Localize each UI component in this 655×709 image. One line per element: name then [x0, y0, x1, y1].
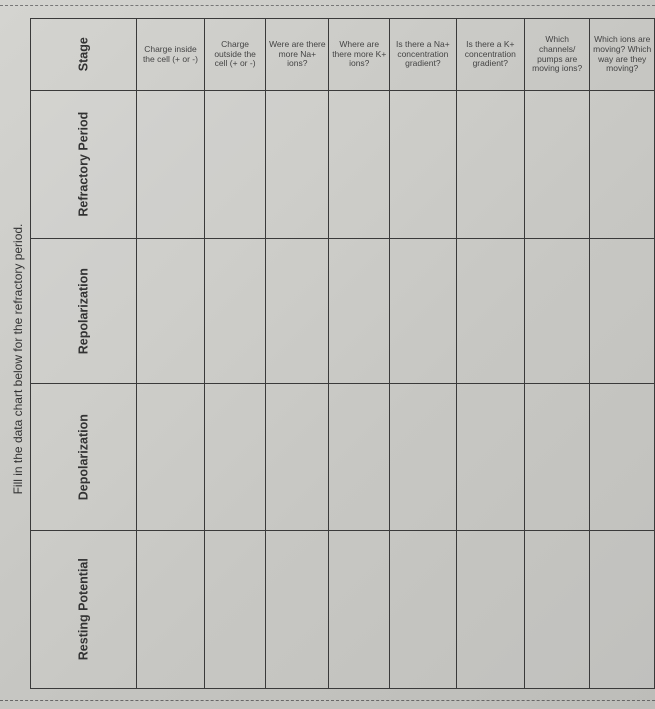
- cut-line-top: [0, 5, 655, 6]
- column-header: Which channels/ pumps are moving ions?: [523, 18, 591, 91]
- instruction-text: Fill in the data chart below for the ref…: [11, 223, 25, 495]
- answer-cell[interactable]: [135, 90, 206, 239]
- stage-label: Resting Potential: [30, 530, 137, 689]
- answer-cell[interactable]: [203, 530, 267, 689]
- answer-cell[interactable]: [135, 383, 206, 531]
- answer-cell[interactable]: [523, 238, 591, 384]
- stage-label: Refractory Period: [30, 90, 137, 239]
- answer-cell[interactable]: [265, 90, 330, 239]
- answer-cell[interactable]: [455, 530, 525, 689]
- answer-cell[interactable]: [589, 90, 655, 239]
- answer-cell[interactable]: [389, 238, 457, 384]
- answer-cell[interactable]: [265, 530, 330, 689]
- answer-cell[interactable]: [328, 383, 391, 531]
- answer-cell[interactable]: [328, 530, 391, 689]
- stage-label: Repolarization: [30, 238, 137, 384]
- stage-header: Stage: [30, 18, 137, 91]
- answer-cell[interactable]: [455, 90, 525, 239]
- column-header: Where are there more K+ ions?: [328, 18, 391, 91]
- column-header: Were are there more Na+ ions?: [265, 18, 330, 91]
- answer-cell[interactable]: [455, 238, 525, 384]
- column-header: Charge outside the cell (+ or -): [203, 18, 267, 91]
- table-row: Resting Potential: [30, 530, 655, 689]
- answer-cell[interactable]: [389, 90, 457, 239]
- column-header: Is there a Na+ concentration gradient?: [389, 18, 457, 91]
- answer-cell[interactable]: [135, 530, 206, 689]
- answer-cell[interactable]: [523, 383, 591, 531]
- answer-cell[interactable]: [265, 383, 330, 531]
- answer-cell[interactable]: [589, 238, 655, 384]
- answer-cell[interactable]: [389, 530, 457, 689]
- table-row: Repolarization: [30, 238, 655, 384]
- header-row: Stage Charge inside the cell (+ or -) Ch…: [30, 18, 655, 91]
- answer-cell[interactable]: [523, 530, 591, 689]
- answer-cell[interactable]: [523, 90, 591, 239]
- answer-cell[interactable]: [389, 383, 457, 531]
- data-chart: Stage Charge inside the cell (+ or -) Ch…: [30, 18, 655, 689]
- column-header: Charge inside the cell (+ or -): [135, 18, 206, 91]
- cut-line-bottom: [0, 700, 655, 701]
- answer-cell[interactable]: [265, 238, 330, 384]
- answer-cell[interactable]: [135, 238, 206, 384]
- answer-cell[interactable]: [589, 530, 655, 689]
- answer-cell[interactable]: [589, 383, 655, 531]
- table-row: Depolarization: [30, 383, 655, 531]
- answer-cell[interactable]: [328, 238, 391, 384]
- column-header: Is there a K+ concentration gradient?: [455, 18, 525, 91]
- answer-cell[interactable]: [203, 238, 267, 384]
- answer-cell[interactable]: [203, 90, 267, 239]
- answer-cell[interactable]: [455, 383, 525, 531]
- answer-cell[interactable]: [328, 90, 391, 239]
- table-row: Refractory Period: [30, 90, 655, 239]
- stage-label: Depolarization: [30, 383, 137, 531]
- column-header: Which ions are moving? Which way are the…: [589, 18, 655, 91]
- answer-cell[interactable]: [203, 383, 267, 531]
